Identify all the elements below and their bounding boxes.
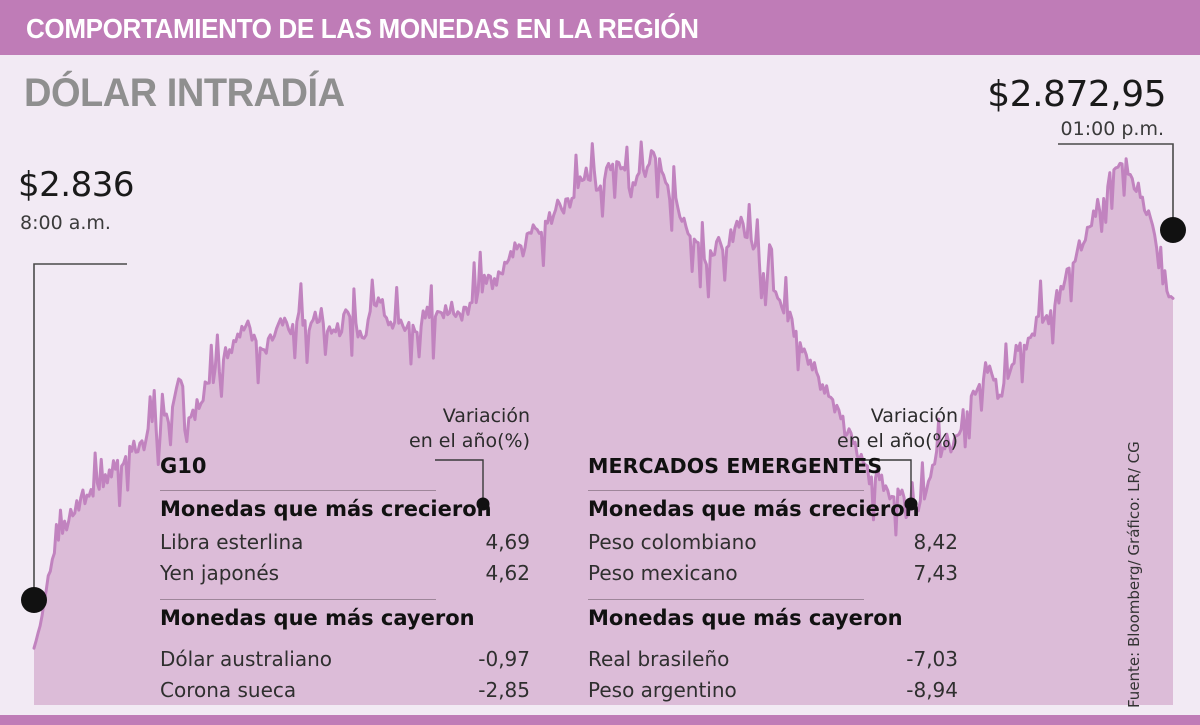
page-title: COMPORTAMIENTO DE LAS MONEDAS EN LA REGI…: [26, 13, 699, 44]
panel-title-g10: G10: [160, 454, 207, 478]
currency-label: Peso mexicano: [588, 561, 738, 585]
source-credit: Fuente: Bloomberg/ Gráfico: LR/ CG: [1125, 148, 1143, 708]
header-bar: [0, 0, 1200, 55]
panel-divider-mid-g10: [160, 599, 436, 600]
variation-header-line1: Variación: [870, 405, 958, 427]
currency-value: -2,85: [478, 678, 530, 702]
start-leader-line: [33, 263, 127, 600]
currency-value: -0,97: [478, 647, 530, 671]
section-heading-label: Monedas que más cayeron: [588, 606, 903, 630]
source-credit-text: Fuente: Bloomberg/ Gráfico: LR/ CG: [1125, 441, 1143, 708]
footer-bar: [0, 715, 1200, 725]
currency-value: 8,42: [913, 530, 958, 554]
currency-value: -7,03: [906, 647, 958, 671]
end-point-marker: [1160, 217, 1186, 243]
end-time-label: 01:00 p.m.: [1060, 118, 1164, 140]
panel-divider-top-emergentes: [588, 490, 864, 491]
section-heading-label: Monedas que más crecieron: [588, 497, 920, 521]
currency-label: Peso argentino: [588, 678, 737, 702]
currency-label: Yen japonés: [160, 561, 280, 585]
currency-label: Corona sueca: [160, 678, 297, 702]
end-value-label: $2.872,95: [987, 74, 1166, 115]
variation-header-line2: en el año(%): [837, 430, 958, 452]
dollar-intraday-chart: [21, 140, 1186, 705]
panel-divider-top-g10: [160, 490, 436, 491]
start-point-marker: [21, 587, 47, 613]
variation-leader-emergentes: [863, 459, 918, 511]
end-leader-line: [1058, 143, 1174, 227]
currency-value: 4,69: [485, 530, 530, 554]
variation-leader-g10: [435, 459, 490, 511]
panel-title-emergentes: MERCADOS EMERGENTES: [588, 454, 883, 478]
currency-value: 7,43: [913, 561, 958, 585]
currency-label: Peso colombiano: [588, 530, 757, 554]
currency-label: Libra esterlina: [160, 530, 304, 554]
section-heading-label: Monedas que más crecieron: [160, 497, 492, 521]
panel-divider-mid-emergentes: [588, 599, 864, 600]
variation-header-g10: Variación en el año(%): [409, 404, 530, 454]
currency-label: Real brasileño: [588, 647, 730, 671]
variation-header-line1: Variación: [442, 405, 530, 427]
variation-header-line2: en el año(%): [409, 430, 530, 452]
variation-header-emergentes: Variación en el año(%): [837, 404, 958, 454]
currency-value: -8,94: [906, 678, 958, 702]
start-value-label: $2.836: [18, 165, 134, 205]
section-heading-label: Monedas que más cayeron: [160, 606, 475, 630]
currency-label: Dólar australiano: [160, 647, 332, 671]
currency-value: 4,62: [485, 561, 530, 585]
chart-area-series: [32, 140, 1175, 705]
start-time-label: 8:00 a.m.: [20, 212, 111, 234]
chart-subtitle: DÓLAR INTRADÍA: [24, 71, 345, 115]
